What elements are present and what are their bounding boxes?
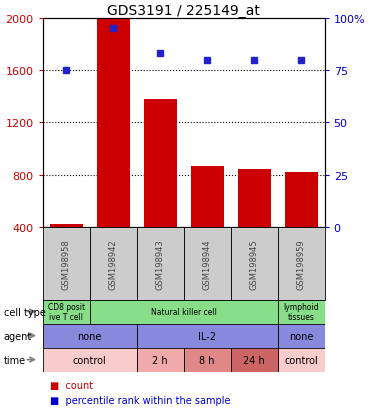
Bar: [43, 324, 137, 348]
Bar: [278, 324, 325, 348]
Text: CD8 posit
ive T cell: CD8 posit ive T cell: [47, 302, 85, 321]
Bar: [90, 300, 278, 324]
Bar: [43, 348, 137, 372]
Text: agent: agent: [4, 331, 32, 341]
Text: GSM198959: GSM198959: [297, 238, 306, 289]
Text: GSM198958: GSM198958: [62, 238, 70, 289]
Text: ■  percentile rank within the sample: ■ percentile rank within the sample: [50, 394, 231, 405]
Text: Natural killer cell: Natural killer cell: [151, 307, 217, 316]
Text: 24 h: 24 h: [243, 355, 265, 365]
Bar: [137, 348, 184, 372]
Bar: [43, 300, 90, 324]
Bar: [231, 348, 278, 372]
Text: GSM198942: GSM198942: [109, 238, 118, 289]
Bar: [191, 166, 224, 228]
Text: cell type: cell type: [4, 307, 46, 317]
Bar: [43, 228, 90, 300]
Bar: [184, 348, 231, 372]
Text: 2 h: 2 h: [152, 355, 168, 365]
Bar: [238, 169, 270, 228]
Bar: [90, 228, 137, 300]
Bar: [50, 225, 83, 228]
Text: ■  count: ■ count: [50, 380, 93, 390]
Bar: [97, 19, 129, 228]
Bar: [278, 348, 325, 372]
Bar: [137, 324, 278, 348]
Bar: [278, 228, 325, 300]
Bar: [184, 228, 231, 300]
Text: control: control: [284, 355, 318, 365]
Text: GSM198945: GSM198945: [250, 238, 259, 289]
Text: GSM198943: GSM198943: [156, 238, 165, 289]
Text: none: none: [78, 331, 102, 341]
Text: IL-2: IL-2: [198, 331, 216, 341]
Text: lymphoid
tissues: lymphoid tissues: [283, 302, 319, 321]
Bar: [144, 100, 177, 228]
Text: GSM198944: GSM198944: [203, 238, 211, 289]
Text: 8 h: 8 h: [199, 355, 215, 365]
Bar: [137, 228, 184, 300]
Text: time: time: [4, 355, 26, 365]
Text: control: control: [73, 355, 106, 365]
Bar: [285, 173, 318, 228]
Title: GDS3191 / 225149_at: GDS3191 / 225149_at: [107, 4, 260, 18]
Bar: [278, 300, 325, 324]
Text: none: none: [289, 331, 313, 341]
Bar: [231, 228, 278, 300]
